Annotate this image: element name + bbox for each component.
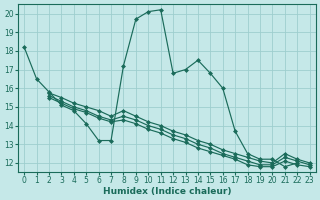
X-axis label: Humidex (Indice chaleur): Humidex (Indice chaleur) <box>103 187 231 196</box>
